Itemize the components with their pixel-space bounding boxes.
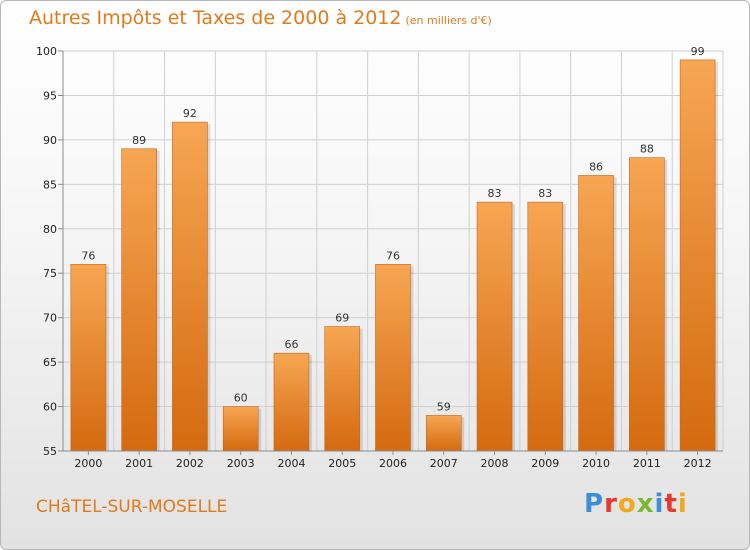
bar [425,415,462,452]
brand-letter: o [617,489,637,519]
brand-letter: x [636,489,655,519]
x-tick-label: 2005 [328,457,356,470]
chart-title: Autres Impôts et Taxes de 2000 à 2012 (en… [29,7,492,29]
bar-value-label: 83 [488,187,502,200]
bar [70,264,107,452]
y-tick-label: 65 [43,356,57,369]
bar-value-label: 60 [234,392,248,405]
x-tick-label: 2011 [633,457,661,470]
bar [324,326,361,452]
x-tick-label: 2002 [176,457,204,470]
x-tick-label: 2010 [582,457,610,470]
y-tick-label: 75 [43,267,57,280]
bar-value-label: 69 [335,312,349,325]
brand-letter: P [584,489,605,519]
y-tick-label: 55 [43,445,57,458]
bar [679,59,716,452]
bar-value-label: 86 [589,160,603,173]
y-tick-label: 70 [43,312,57,325]
brand-letter: i [654,489,665,519]
x-tick-label: 2006 [379,457,407,470]
y-tick-label: 80 [43,223,57,236]
bar-value-label: 76 [386,249,400,262]
chart-title-text: Autres Impôts et Taxes de 2000 à 2012 [29,7,402,29]
bar [121,148,157,452]
bar [629,157,665,452]
x-tick-label: 2007 [430,457,458,470]
bar-value-label: 59 [437,400,451,413]
brand-logo: Proxiti [584,489,688,519]
bar [273,352,310,452]
bar [527,201,564,452]
bar-value-label: 99 [691,45,705,58]
y-tick-label: 100 [36,45,57,58]
bar [375,264,411,452]
axis-layer: 55 60 65 70 75 80 85 90 95 100 2000 2001 2002 2003 200… [36,45,723,470]
bar-value-label: 92 [183,107,197,120]
x-tick-label: 2001 [125,457,153,470]
bar-value-label: 66 [284,338,298,351]
bar [172,121,208,452]
y-tick-label: 95 [43,89,57,102]
x-tick-label: 2012 [684,457,712,470]
bar-value-label: 76 [81,249,95,262]
y-tick-label: 85 [43,178,57,191]
x-tick-label: 2009 [531,457,559,470]
brand-letter: r [604,489,618,519]
bar-value-label: 89 [132,134,146,147]
x-tick-label: 2008 [481,457,509,470]
bars-layer: 76 89 92 60 66 69 76 59 83 83 86 88 99 [70,45,719,452]
brand-letter: t [664,489,678,519]
bar-value-label: 83 [538,187,552,200]
x-tick-label: 2000 [74,457,102,470]
x-tick-label: 2004 [277,457,305,470]
bar-value-label: 88 [640,143,654,156]
place-name: CHâTEL-SUR-MOSELLE [36,497,228,517]
bar [578,175,614,452]
y-tick-label: 90 [43,134,57,147]
x-tick-label: 2003 [227,457,255,470]
y-tick-label: 60 [43,401,57,414]
brand-letter: i [677,489,688,519]
bar [476,201,513,452]
bar [222,406,259,452]
chart-subtitle: (en milliers d'€) [405,14,492,27]
